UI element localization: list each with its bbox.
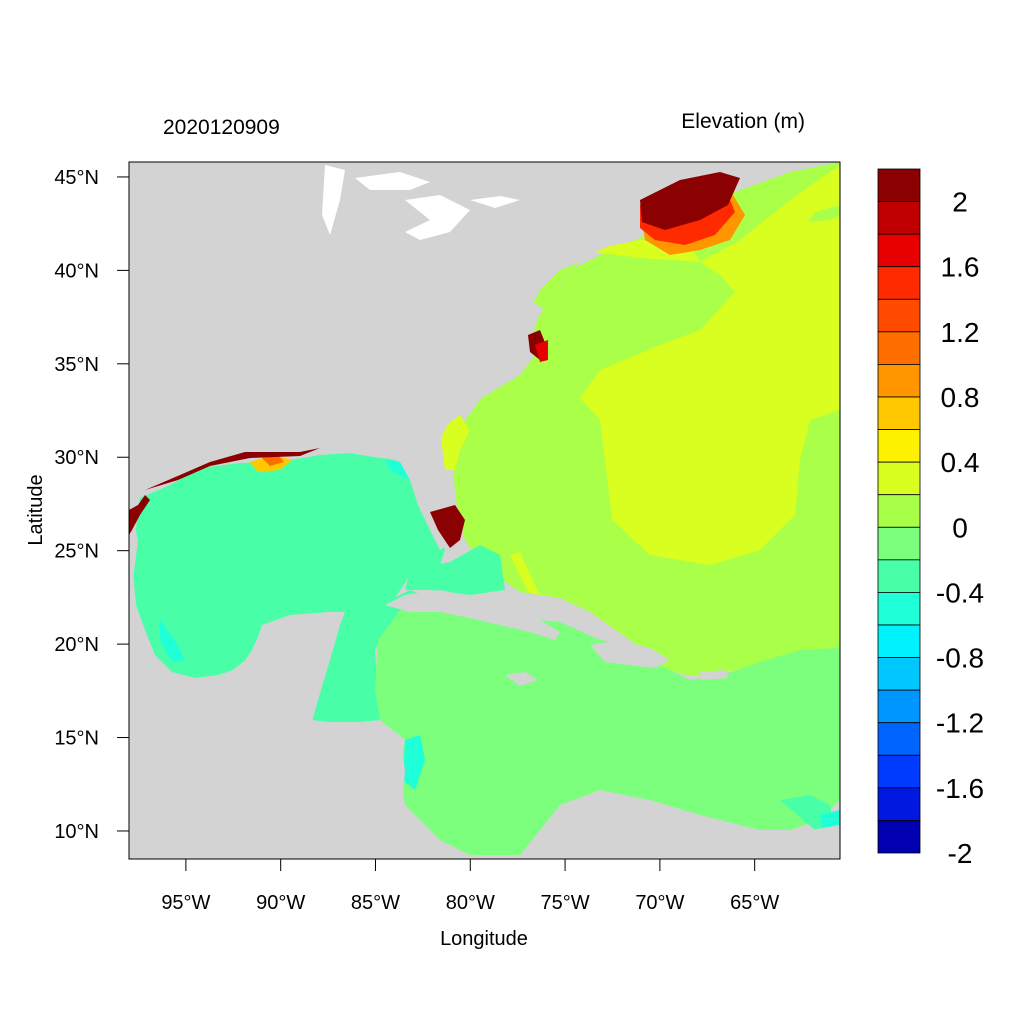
western-caribbean [312, 590, 430, 722]
cuba [385, 590, 560, 640]
mexico-central-america [129, 500, 430, 859]
colorbar-swatch [877, 657, 921, 691]
colorbar-swatch [877, 201, 921, 235]
elevation-map [129, 162, 840, 859]
nicaragua-shelf [403, 735, 425, 790]
southeast-shelf [440, 415, 470, 470]
louisiana-surge [262, 455, 284, 466]
y-tick-label: 25°N [54, 541, 99, 563]
colorbar: 2 1.6 1.2 0.8 0.4 0 -0.4 -0.8 -1.2 -1.6 -2 [877, 168, 984, 869]
x-axis-title: Longitude [440, 928, 528, 950]
colorbar-swatch [877, 461, 921, 496]
colorbar-swatch [877, 592, 921, 626]
great-lakes [322, 165, 520, 240]
colorbar-label: -1.2 [936, 708, 984, 739]
colorbar-label: 0.4 [941, 447, 980, 478]
colorbar-swatch [877, 168, 921, 202]
jamaica [505, 672, 538, 686]
colorbar-swatch [877, 266, 921, 300]
colorbar-swatch [877, 526, 921, 561]
colorbar-swatch [877, 722, 921, 756]
x-tick-label: 85°W [351, 892, 400, 914]
y-tick-label: 30°N [54, 447, 99, 469]
atlantic-high-zone [580, 165, 840, 565]
colorbar-label: 2 [952, 187, 968, 218]
hispaniola [590, 640, 670, 668]
y-tick-label: 35°N [54, 354, 99, 376]
variable-label: Elevation (m) [681, 110, 805, 133]
south-america [520, 795, 840, 859]
plot-frame [128, 161, 841, 860]
colorbar-label: 1.6 [941, 252, 980, 283]
y-axis: 45°N 40°N 35°N 30°N 25°N 20°N 15°N 10°N [54, 167, 129, 843]
y-tick-label: 20°N [54, 634, 99, 656]
colorbar-swatch [877, 429, 921, 463]
gulf-of-mexico [133, 453, 445, 678]
colorbar-label: -0.8 [936, 643, 984, 674]
colorbar-swatch [877, 559, 921, 593]
y-tick-label: 40°N [54, 260, 99, 282]
y-tick-label: 45°N [54, 167, 99, 189]
y-axis-title: Latitude [25, 474, 47, 545]
colorbar-label: -0.4 [936, 577, 984, 608]
colorbar-swatch [877, 364, 921, 398]
x-tick-label: 80°W [446, 892, 495, 914]
gulf-of-maine-surge [640, 172, 740, 230]
gulf-deep-patch [160, 620, 185, 662]
colorbar-label: 0 [952, 512, 968, 543]
bahamas-shelf [405, 545, 505, 595]
pamlico-surge [535, 340, 548, 362]
caribbean-sea [375, 600, 840, 855]
x-axis: 95°W 90°W 85°W 80°W 75°W 70°W 65°W [161, 859, 779, 914]
colorbar-label: -1.6 [936, 773, 984, 804]
texas-coast-surge [129, 495, 150, 535]
colorbar-label: 0.8 [941, 382, 980, 413]
colorbar-label: 1.2 [941, 317, 980, 348]
x-tick-label: 65°W [730, 892, 779, 914]
x-tick-label: 95°W [161, 892, 210, 914]
puerto-rico [700, 670, 728, 680]
colorbar-swatch [877, 820, 921, 854]
colorbar-swatch [877, 331, 921, 365]
x-tick-label: 75°W [541, 892, 590, 914]
atlantic-mid-zone [808, 205, 840, 222]
colorbar-label: -2 [948, 838, 973, 869]
colorbar-swatch [877, 624, 921, 658]
northern-gulf-coast-surge [145, 448, 320, 490]
x-tick-label: 70°W [635, 892, 684, 914]
y-tick-label: 10°N [54, 821, 99, 843]
colorbar-swatch [877, 787, 921, 821]
colorbar-swatch [877, 233, 921, 268]
colorbar-swatch [877, 754, 921, 789]
colorbar-swatch [877, 494, 921, 528]
colorbar-swatch [877, 396, 921, 430]
date-label: 2020120909 [163, 116, 280, 139]
midatlantic-shelf [530, 262, 580, 310]
florida-surge [430, 505, 465, 548]
colorbar-swatch [877, 298, 921, 333]
y-tick-label: 15°N [54, 728, 99, 750]
bahamas-bank [510, 552, 540, 595]
x-tick-label: 90°W [256, 892, 305, 914]
colorbar-swatch [877, 689, 921, 724]
